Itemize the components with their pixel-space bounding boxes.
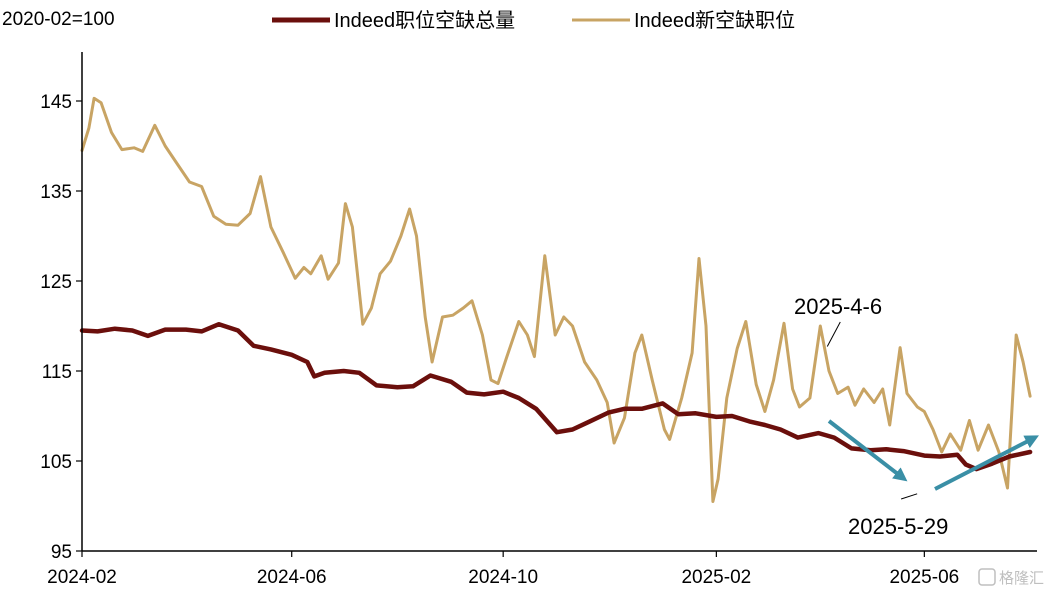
annotation-leader [826,321,841,347]
series-layer [79,96,1033,503]
y-tick-label: 95 [51,542,72,563]
up-trend-arrow [934,435,1039,491]
legend-label-new: Indeed新空缺职位 [634,9,795,32]
watermark: 格隆汇 [978,568,1044,587]
annotation-label: 2025-4-6 [794,294,882,319]
series-line-new [80,96,1032,503]
annotations: 2025-4-6 2025-5-29 [794,294,948,539]
down-trend-arrow [827,419,908,482]
y-tick-label: 115 [42,362,72,383]
y-axis-ticks: 95 105 115 125 135 145 [40,92,82,563]
y-tick-label: 105 [40,452,72,473]
x-tick-label: 2025-02 [681,567,751,588]
legend: Indeed职位空缺总量 Indeed新空缺职位 [272,9,795,32]
legend-label-total: Indeed职位空缺总量 [334,9,515,32]
x-tick-label: 2024-02 [47,567,117,588]
watermark-text: 格隆汇 [999,569,1044,587]
y-tick-label: 125 [40,272,72,293]
x-tick-label: 2024-06 [257,567,327,588]
x-tick-label: 2024-10 [468,567,538,588]
x-axis-ticks: 2024-02 2024-06 2024-10 2025-02 2025-06 [47,551,959,588]
trend-arrows [827,419,1039,491]
watermark-logo-icon [978,568,996,586]
unit-label: 2020-02=100 [2,9,115,30]
series-line-total [79,321,1033,472]
annotation-label: 2025-5-29 [848,514,948,539]
x-tick-label: 2025-06 [889,567,959,588]
y-tick-label: 135 [40,182,72,203]
annotation-leader [900,493,918,500]
y-tick-label: 145 [40,92,72,113]
